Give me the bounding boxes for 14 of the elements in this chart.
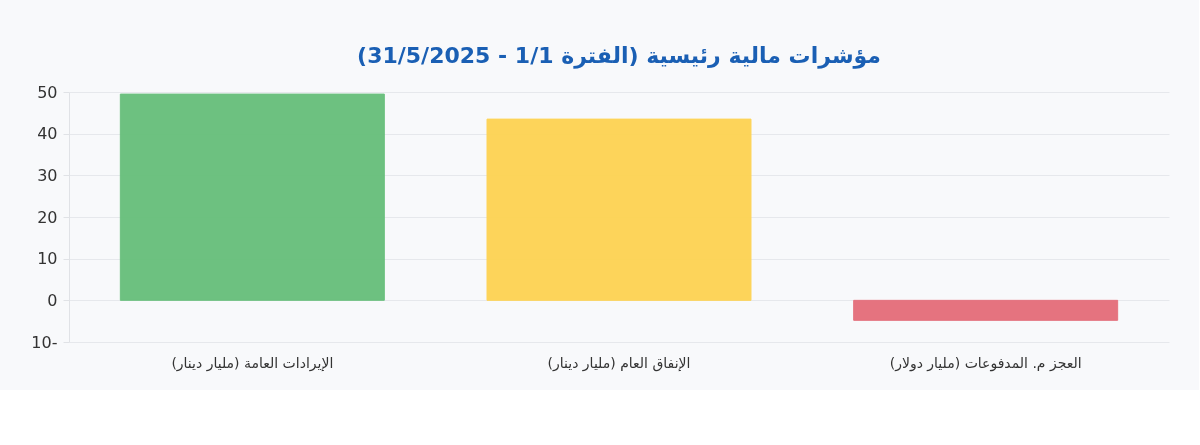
x-tick-label: الإنفاق العام (مليار دينار) [547, 354, 691, 372]
bar [119, 93, 385, 301]
x-tick-label: العجز م. المدفوعات (مليار دولار) [889, 354, 1082, 372]
y-tick-label: 10- [31, 332, 58, 352]
y-tick-label: 50 [37, 82, 58, 102]
y-tick-label: 0 [47, 290, 58, 310]
y-tick-label: 20 [37, 207, 58, 227]
bar [486, 118, 752, 301]
x-tick-label: الإيرادات العامة (مليار دينار) [171, 354, 334, 372]
y-tick-label: 40 [37, 124, 58, 144]
chart-title: مؤشرات مالية رئيسية (الفترة 1/1 - 31/5/2025) [357, 43, 881, 69]
bar [853, 299, 1119, 321]
y-tick-label: 10 [37, 249, 58, 269]
y-tick-label: 30 [37, 165, 58, 185]
